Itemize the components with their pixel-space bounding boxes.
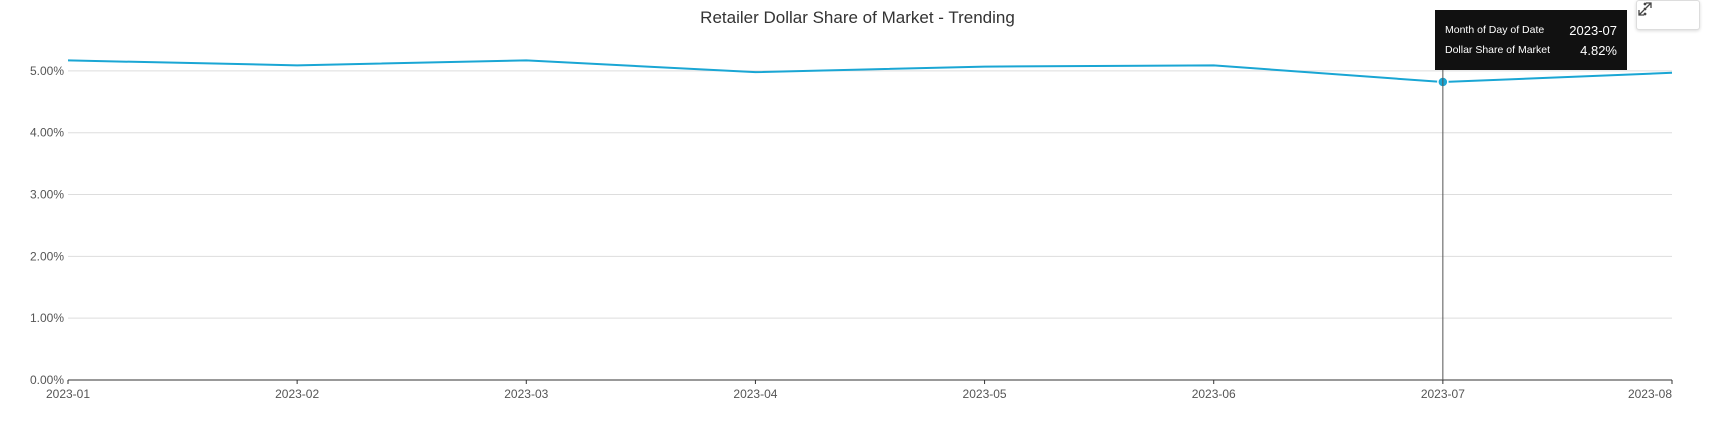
x-tick-label: 2023-07 xyxy=(1421,387,1465,401)
y-tick-label: 2.00% xyxy=(30,249,64,263)
expand-button[interactable] xyxy=(1638,2,1665,27)
tooltip: Month of Day of Date 2023-07 Dollar Shar… xyxy=(1435,10,1627,70)
tooltip-row-month: Month of Day of Date 2023-07 xyxy=(1445,20,1617,40)
x-tick-label: 2023-03 xyxy=(504,387,548,401)
y-axis: 0.00% 1.00% 2.00% 3.00% 4.00% 5.00% xyxy=(30,64,64,387)
y-tick-label: 1.00% xyxy=(30,311,64,325)
y-tick-label: 3.00% xyxy=(30,188,64,202)
tooltip-month-key: Month of Day of Date xyxy=(1445,24,1545,36)
x-tick-label: 2023-04 xyxy=(733,387,777,401)
x-tick-label: 2023-02 xyxy=(275,387,319,401)
tooltip-share-value: 4.82% xyxy=(1580,42,1617,58)
tooltip-row-share: Dollar Share of Market 4.82% xyxy=(1445,40,1617,60)
chart-toolbar xyxy=(1636,0,1700,30)
x-tick-label: 2023-06 xyxy=(1192,387,1236,401)
tooltip-month-value: 2023-07 xyxy=(1569,22,1617,38)
expand-icon xyxy=(1638,2,1652,16)
y-tick-label: 5.00% xyxy=(30,64,64,78)
y-tick-label: 0.00% xyxy=(30,373,64,387)
x-tick-label: 2023-01 xyxy=(46,387,90,401)
more-vertical-icon xyxy=(1643,2,1647,16)
series-layer xyxy=(67,59,1673,88)
series-line xyxy=(67,59,1673,84)
tooltip-share-key: Dollar Share of Market xyxy=(1445,44,1551,56)
x-tick-label: 2023-05 xyxy=(963,387,1007,401)
more-menu-button[interactable] xyxy=(1643,2,1696,27)
y-tick-label: 4.00% xyxy=(30,126,64,140)
chart-title: Retailer Dollar Share of Market - Trendi… xyxy=(700,8,1015,27)
grid-lines xyxy=(68,70,1672,381)
x-axis: 2023-01 2023-02 2023-03 2023-04 2023-05 2023-… xyxy=(46,380,1673,401)
x-tick-label: 2023-08 xyxy=(1628,387,1672,401)
